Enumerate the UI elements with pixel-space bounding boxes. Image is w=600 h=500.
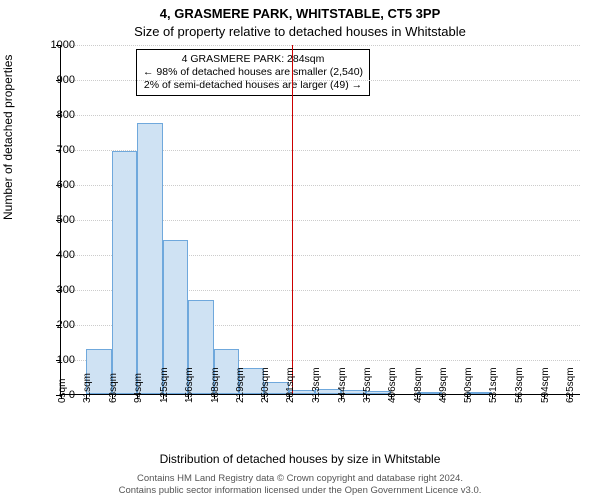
y-axis-label: Number of detached properties — [1, 55, 15, 220]
chart-container: 4, GRASMERE PARK, WHITSTABLE, CT5 3PP Si… — [0, 0, 600, 500]
x-axis-label: Distribution of detached houses by size … — [0, 452, 600, 466]
plot-area: 4 GRASMERE PARK: 284sqm← 98% of detached… — [60, 45, 580, 395]
y-tick-label: 100 — [35, 354, 75, 366]
y-tick-label: 300 — [35, 284, 75, 296]
attribution-line2: Contains public sector information licen… — [119, 485, 482, 496]
y-tick-label: 600 — [35, 179, 75, 191]
y-tick-label: 0 — [35, 389, 75, 401]
y-tick-label: 800 — [35, 109, 75, 121]
chart-subtitle: Size of property relative to detached ho… — [0, 24, 600, 39]
y-tick-label: 1000 — [35, 39, 75, 51]
attribution: Contains HM Land Registry data © Crown c… — [0, 473, 600, 496]
marker-info-box: 4 GRASMERE PARK: 284sqm← 98% of detached… — [136, 49, 370, 96]
histogram-bar — [137, 123, 162, 394]
y-tick-label: 500 — [35, 214, 75, 226]
y-tick-label: 200 — [35, 319, 75, 331]
chart-title: 4, GRASMERE PARK, WHITSTABLE, CT5 3PP — [0, 6, 600, 21]
histogram-bar — [112, 151, 137, 394]
marker-line — [292, 45, 293, 394]
y-tick-label: 400 — [35, 249, 75, 261]
y-tick-label: 700 — [35, 144, 75, 156]
attribution-line1: Contains HM Land Registry data © Crown c… — [137, 473, 463, 484]
y-tick-label: 900 — [35, 74, 75, 86]
